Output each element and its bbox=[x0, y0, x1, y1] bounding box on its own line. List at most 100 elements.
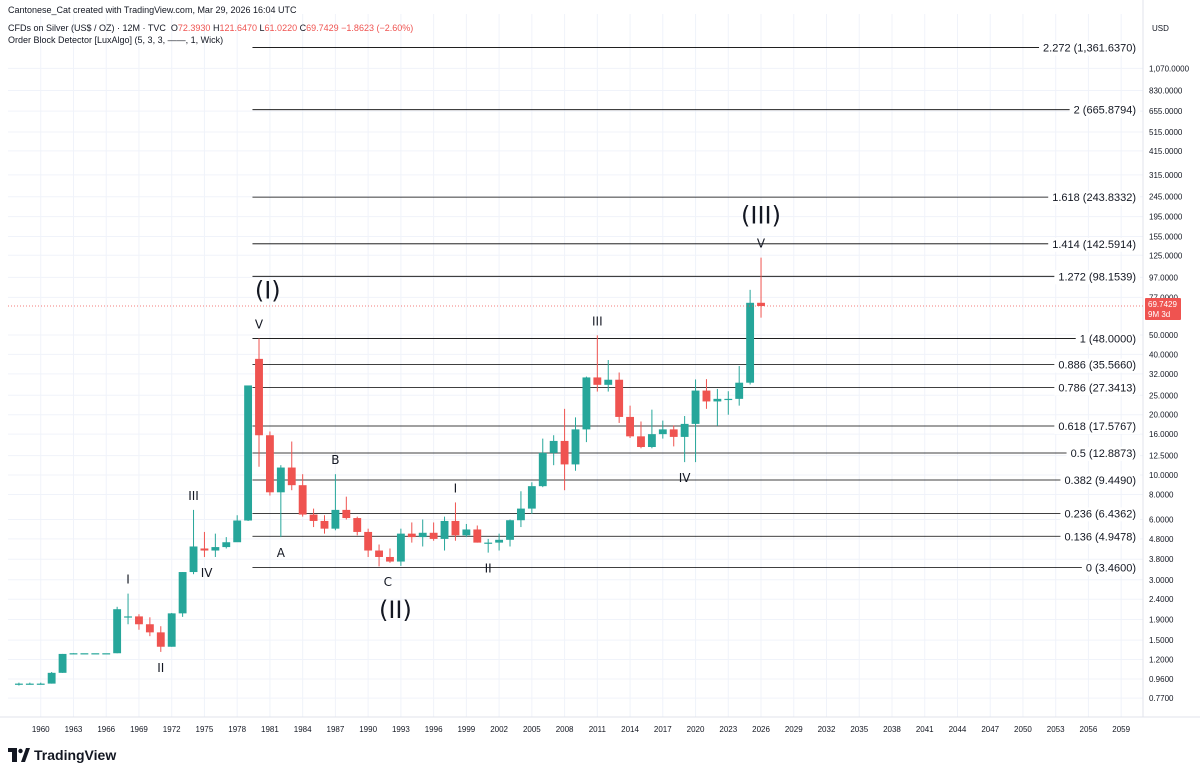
candle[interactable] bbox=[342, 496, 351, 520]
candle[interactable] bbox=[418, 519, 427, 547]
fib-label-background bbox=[1066, 446, 1140, 461]
candle-body bbox=[462, 529, 471, 536]
fib-label-background bbox=[1054, 381, 1140, 396]
candle[interactable] bbox=[36, 682, 45, 685]
candle[interactable] bbox=[669, 425, 678, 447]
candle[interactable] bbox=[702, 379, 711, 409]
candle[interactable] bbox=[396, 528, 405, 566]
candle[interactable] bbox=[615, 372, 624, 423]
candle[interactable] bbox=[211, 533, 220, 557]
candle-body bbox=[407, 533, 416, 538]
wave-label: IV bbox=[679, 471, 692, 485]
time-tick-label: 1966 bbox=[97, 725, 115, 734]
tradingview-logo[interactable]: TradingView bbox=[8, 747, 116, 763]
candle[interactable] bbox=[276, 465, 285, 538]
candle[interactable] bbox=[58, 653, 67, 673]
candle[interactable] bbox=[691, 379, 700, 463]
candle[interactable] bbox=[440, 516, 449, 551]
candle[interactable] bbox=[265, 431, 274, 496]
candle[interactable] bbox=[473, 525, 482, 543]
candle[interactable] bbox=[287, 441, 296, 491]
candle-body bbox=[604, 379, 613, 385]
candle[interactable] bbox=[560, 408, 569, 491]
candle-body bbox=[200, 548, 209, 551]
candle[interactable] bbox=[462, 523, 471, 538]
candle[interactable] bbox=[233, 515, 242, 543]
candle-body bbox=[396, 533, 405, 562]
candle[interactable] bbox=[69, 653, 78, 655]
price-tick-label: 10.0000 bbox=[1149, 471, 1178, 480]
candle[interactable] bbox=[309, 508, 318, 528]
time-axis[interactable]: 1960 1963 1966 1969 1972 1975 1978 1981 1984 1987… bbox=[0, 716, 1200, 734]
candle[interactable] bbox=[582, 376, 591, 443]
candle[interactable] bbox=[713, 388, 722, 426]
candle[interactable] bbox=[80, 653, 89, 655]
candle[interactable] bbox=[222, 537, 231, 549]
price-axis[interactable]: USD 1,070.0000 830.0000 655.0000 515.0000 415… bbox=[1142, 0, 1190, 717]
price-tick-label: 97.0000 bbox=[1149, 273, 1178, 282]
indicator-legend[interactable]: Order Block Detector [LuxAlgo] (5, 3, 3,… bbox=[8, 35, 224, 45]
ohlc-high: 121.6470 bbox=[219, 23, 258, 33]
candle-body bbox=[418, 532, 427, 538]
candle[interactable] bbox=[47, 671, 56, 684]
time-tick-label: 1996 bbox=[425, 725, 443, 734]
candle[interactable] bbox=[124, 593, 132, 625]
candle[interactable] bbox=[571, 417, 580, 471]
candle[interactable] bbox=[255, 338, 263, 467]
fib-level-label: 1.618 (243.8332) bbox=[1052, 192, 1136, 204]
price-tick-label: 16.0000 bbox=[1149, 430, 1178, 439]
candle[interactable] bbox=[429, 522, 438, 541]
candle[interactable] bbox=[647, 409, 656, 449]
candle[interactable] bbox=[626, 405, 634, 439]
currency-label: USD bbox=[1152, 24, 1169, 33]
candle[interactable] bbox=[604, 360, 613, 392]
candle-body bbox=[680, 423, 689, 437]
candle[interactable] bbox=[25, 682, 34, 685]
candle[interactable] bbox=[735, 366, 744, 406]
candle[interactable] bbox=[113, 606, 122, 654]
candle[interactable] bbox=[658, 420, 667, 439]
candle[interactable] bbox=[14, 682, 23, 686]
symbol-legend[interactable]: CFDs on Silver (US$ / OZ) · 12M · TVC O7… bbox=[8, 23, 413, 33]
candle-body bbox=[757, 302, 765, 307]
candle[interactable] bbox=[375, 544, 383, 567]
candle[interactable] bbox=[320, 515, 329, 534]
candle[interactable] bbox=[364, 528, 373, 557]
candle-body bbox=[124, 616, 132, 618]
candle[interactable] bbox=[145, 617, 154, 637]
candle[interactable] bbox=[757, 257, 765, 318]
candle[interactable] bbox=[135, 614, 143, 630]
candle[interactable] bbox=[451, 502, 460, 541]
candle-body bbox=[255, 358, 263, 436]
candle[interactable] bbox=[298, 474, 307, 517]
wave-label: II bbox=[157, 661, 164, 675]
candle[interactable] bbox=[746, 289, 755, 385]
fib-level-label: 2 (665.8794) bbox=[1074, 105, 1136, 117]
candle[interactable] bbox=[167, 612, 176, 647]
candle[interactable] bbox=[724, 391, 733, 415]
candle[interactable] bbox=[593, 335, 602, 392]
candle[interactable] bbox=[527, 482, 536, 514]
candle[interactable] bbox=[407, 522, 416, 543]
candle[interactable] bbox=[189, 509, 198, 575]
candle[interactable] bbox=[91, 653, 100, 655]
candle[interactable] bbox=[178, 572, 187, 617]
candle[interactable] bbox=[200, 531, 209, 557]
candle[interactable] bbox=[506, 519, 514, 547]
candle[interactable] bbox=[549, 435, 558, 466]
candle[interactable] bbox=[484, 538, 493, 553]
candle[interactable] bbox=[538, 438, 547, 488]
candle[interactable] bbox=[495, 533, 504, 551]
time-tick-label: 2029 bbox=[785, 725, 803, 734]
candle[interactable] bbox=[156, 626, 165, 652]
time-tick-label: 2056 bbox=[1080, 725, 1098, 734]
candle[interactable] bbox=[102, 653, 111, 655]
candle[interactable] bbox=[331, 474, 340, 531]
candle[interactable] bbox=[637, 421, 645, 449]
candle[interactable] bbox=[353, 516, 362, 536]
candle[interactable] bbox=[386, 548, 394, 563]
candle[interactable] bbox=[244, 385, 253, 521]
candle[interactable] bbox=[517, 491, 525, 528]
candle[interactable] bbox=[680, 416, 689, 463]
